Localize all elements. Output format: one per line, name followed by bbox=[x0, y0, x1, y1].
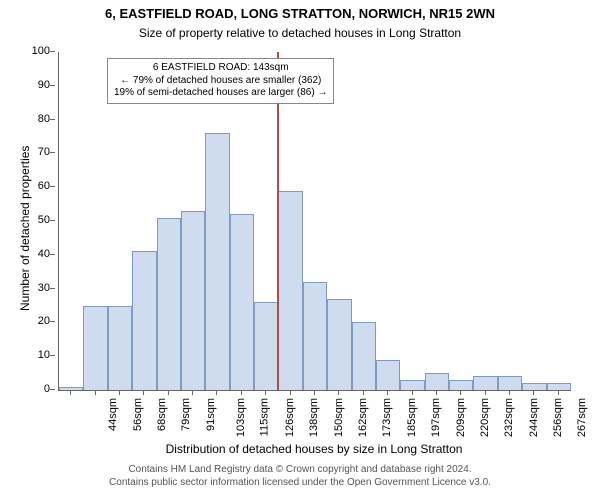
histogram-bar bbox=[181, 211, 205, 390]
x-axis-label: Distribution of detached houses by size … bbox=[58, 442, 570, 456]
histogram-bar bbox=[132, 251, 156, 390]
histogram-bar bbox=[59, 387, 83, 390]
x-tick-mark bbox=[460, 390, 461, 395]
x-tick-label: 115sqm bbox=[259, 398, 271, 436]
property-annotation: 6 EASTFIELD ROAD: 143sqm ← 79% of detach… bbox=[107, 58, 334, 104]
x-tick-mark bbox=[363, 390, 364, 395]
x-tick-mark bbox=[70, 390, 71, 395]
x-tick-label: 244sqm bbox=[528, 398, 540, 437]
x-tick-label: 232sqm bbox=[503, 398, 515, 437]
x-tick-mark bbox=[192, 390, 193, 395]
y-tick-label: 40 bbox=[0, 248, 50, 260]
histogram-bar bbox=[83, 306, 107, 391]
x-tick-mark bbox=[119, 390, 120, 395]
annotation-line2: ← 79% of detached houses are smaller (36… bbox=[114, 75, 327, 88]
x-tick-label: 162sqm bbox=[357, 398, 369, 437]
histogram-bar bbox=[108, 306, 132, 391]
x-tick-label: 220sqm bbox=[479, 398, 491, 437]
x-tick-label: 173sqm bbox=[382, 398, 394, 437]
x-tick-label: 256sqm bbox=[552, 398, 564, 437]
x-tick-label: 79sqm bbox=[180, 398, 192, 431]
histogram-bar bbox=[205, 133, 229, 390]
x-tick-mark bbox=[533, 390, 534, 395]
x-tick-mark bbox=[95, 390, 96, 395]
annotation-line3: 19% of semi-detached houses are larger (… bbox=[114, 87, 327, 100]
histogram-bar bbox=[157, 218, 181, 390]
x-tick-mark bbox=[216, 390, 217, 395]
y-tick-label: 10 bbox=[0, 349, 50, 361]
histogram-bar bbox=[522, 383, 546, 390]
x-tick-label: 150sqm bbox=[333, 398, 345, 437]
x-tick-mark bbox=[168, 390, 169, 395]
y-tick-label: 60 bbox=[0, 180, 50, 192]
y-tick-label: 90 bbox=[0, 79, 50, 91]
x-tick-label: 44sqm bbox=[107, 398, 119, 431]
x-tick-label: 103sqm bbox=[235, 398, 247, 437]
histogram-bar bbox=[376, 360, 400, 390]
chart-container: 6, EASTFIELD ROAD, LONG STRATTON, NORWIC… bbox=[0, 0, 600, 500]
footer-line2: Contains public sector information licen… bbox=[0, 477, 600, 490]
histogram-bar bbox=[547, 383, 571, 390]
histogram-bar bbox=[425, 373, 449, 390]
y-tick-label: 70 bbox=[0, 146, 50, 158]
x-tick-label: 91sqm bbox=[205, 398, 217, 431]
histogram-bar bbox=[278, 191, 302, 390]
y-tick-label: 0 bbox=[0, 383, 50, 395]
annotation-line1: 6 EASTFIELD ROAD: 143sqm bbox=[114, 62, 327, 75]
x-tick-mark bbox=[290, 390, 291, 395]
x-tick-mark bbox=[338, 390, 339, 395]
x-tick-mark bbox=[558, 390, 559, 395]
footer-attribution: Contains HM Land Registry data © Crown c… bbox=[0, 464, 600, 489]
x-tick-label: 209sqm bbox=[455, 398, 467, 437]
x-tick-mark bbox=[485, 390, 486, 395]
histogram-bar bbox=[327, 299, 351, 390]
x-tick-label: 267sqm bbox=[577, 398, 589, 437]
x-tick-mark bbox=[412, 390, 413, 395]
histogram-bar bbox=[473, 376, 497, 390]
histogram-bar bbox=[254, 302, 278, 390]
y-tick-label: 50 bbox=[0, 214, 50, 226]
x-tick-mark bbox=[314, 390, 315, 395]
x-tick-label: 197sqm bbox=[430, 398, 442, 437]
y-tick-label: 20 bbox=[0, 315, 50, 327]
x-tick-label: 56sqm bbox=[132, 398, 144, 431]
x-tick-label: 126sqm bbox=[284, 398, 296, 437]
histogram-bar bbox=[400, 380, 424, 390]
chart-title-line1: 6, EASTFIELD ROAD, LONG STRATTON, NORWIC… bbox=[0, 6, 600, 21]
x-tick-mark bbox=[241, 390, 242, 395]
x-tick-label: 68sqm bbox=[156, 398, 168, 431]
histogram-bar bbox=[303, 282, 327, 390]
histogram-bar bbox=[352, 322, 376, 390]
x-tick-label: 138sqm bbox=[308, 398, 320, 437]
y-tick-label: 30 bbox=[0, 282, 50, 294]
footer-line1: Contains HM Land Registry data © Crown c… bbox=[0, 464, 600, 477]
x-tick-label: 185sqm bbox=[406, 398, 418, 437]
x-tick-mark bbox=[387, 390, 388, 395]
y-tick-label: 100 bbox=[0, 45, 50, 57]
x-tick-mark bbox=[265, 390, 266, 395]
histogram-bar bbox=[498, 376, 522, 390]
chart-title-line2: Size of property relative to detached ho… bbox=[0, 26, 600, 40]
y-tick-label: 80 bbox=[0, 113, 50, 125]
x-tick-mark bbox=[143, 390, 144, 395]
x-tick-mark bbox=[436, 390, 437, 395]
histogram-bar bbox=[230, 214, 254, 390]
x-tick-mark bbox=[509, 390, 510, 395]
histogram-bar bbox=[449, 380, 473, 390]
